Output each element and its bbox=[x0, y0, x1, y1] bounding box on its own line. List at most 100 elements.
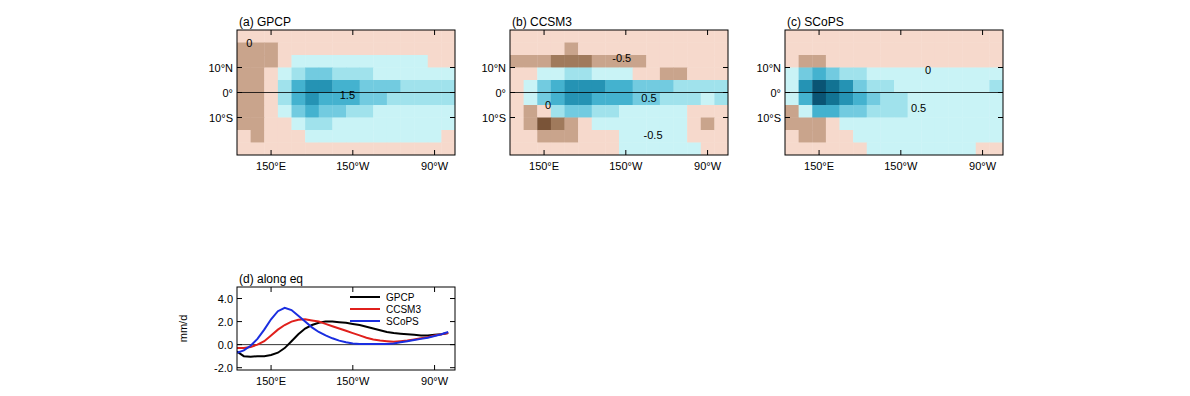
x-tick bbox=[982, 150, 983, 155]
cell bbox=[510, 93, 524, 106]
cell bbox=[976, 118, 990, 131]
cell bbox=[894, 93, 908, 106]
cell bbox=[840, 30, 854, 43]
cell bbox=[401, 43, 415, 56]
y-tick-label: 4.0 bbox=[218, 293, 233, 305]
y-tick bbox=[237, 67, 242, 68]
y-tick bbox=[510, 67, 515, 68]
cell bbox=[687, 43, 701, 56]
cell bbox=[441, 143, 455, 156]
x-tick bbox=[434, 287, 435, 292]
cell bbox=[428, 105, 442, 118]
cell bbox=[714, 55, 728, 68]
cell bbox=[401, 143, 415, 156]
cell bbox=[619, 30, 633, 43]
y-tick bbox=[510, 117, 515, 118]
cell bbox=[619, 93, 633, 106]
cell bbox=[687, 55, 701, 68]
cell bbox=[812, 118, 826, 131]
y-tick bbox=[237, 367, 242, 368]
cell bbox=[332, 55, 346, 68]
y-tick-label: -2.0 bbox=[214, 362, 233, 374]
cell bbox=[373, 55, 387, 68]
cell bbox=[592, 143, 606, 156]
x-tick bbox=[707, 30, 708, 35]
cell bbox=[660, 68, 674, 81]
y-tick bbox=[723, 117, 728, 118]
cell bbox=[812, 93, 826, 106]
cell bbox=[674, 130, 688, 143]
cell bbox=[660, 43, 674, 56]
cell bbox=[524, 55, 538, 68]
cell bbox=[935, 118, 949, 131]
x-tick-label: 150°E bbox=[529, 160, 559, 172]
x-tick-label: 150°W bbox=[609, 160, 643, 172]
cell bbox=[935, 55, 949, 68]
cell bbox=[565, 93, 579, 106]
cell bbox=[701, 130, 715, 143]
cell bbox=[605, 93, 619, 106]
cell bbox=[826, 43, 840, 56]
cell bbox=[387, 105, 401, 118]
cell bbox=[674, 143, 688, 156]
cell bbox=[867, 93, 881, 106]
cell bbox=[714, 43, 728, 56]
cell bbox=[812, 43, 826, 56]
cell bbox=[785, 43, 799, 56]
cell bbox=[346, 143, 360, 156]
x-tick-label: 150°E bbox=[804, 160, 834, 172]
cell bbox=[799, 143, 813, 156]
cell bbox=[551, 68, 565, 81]
cell bbox=[949, 130, 963, 143]
x-tick bbox=[819, 30, 820, 35]
cell bbox=[935, 93, 949, 106]
cell bbox=[360, 30, 374, 43]
cell bbox=[826, 55, 840, 68]
cell bbox=[551, 30, 565, 43]
x-tick bbox=[625, 150, 626, 155]
cell bbox=[441, 30, 455, 43]
cell bbox=[853, 68, 867, 81]
cell bbox=[619, 130, 633, 143]
y-tick-label: 0° bbox=[495, 87, 506, 99]
cell bbox=[619, 80, 633, 93]
cell bbox=[346, 118, 360, 131]
cell bbox=[867, 80, 881, 93]
y-tick bbox=[237, 298, 242, 299]
cell bbox=[592, 80, 606, 93]
cell bbox=[701, 118, 715, 131]
x-tick bbox=[271, 365, 272, 370]
cell bbox=[346, 55, 360, 68]
cell bbox=[551, 118, 565, 131]
y-tick bbox=[998, 92, 1003, 93]
cell bbox=[976, 143, 990, 156]
cell bbox=[633, 105, 647, 118]
cell bbox=[853, 93, 867, 106]
cell bbox=[373, 143, 387, 156]
cell bbox=[524, 30, 538, 43]
cell bbox=[976, 30, 990, 43]
cell bbox=[935, 80, 949, 93]
cell bbox=[687, 143, 701, 156]
cell bbox=[674, 30, 688, 43]
cell bbox=[278, 55, 292, 68]
cell bbox=[867, 130, 881, 143]
cell bbox=[785, 93, 799, 106]
cell bbox=[565, 43, 579, 56]
cell bbox=[935, 43, 949, 56]
cell bbox=[237, 143, 251, 156]
cell bbox=[714, 118, 728, 131]
cell bbox=[414, 43, 428, 56]
x-tick-label: 90°W bbox=[421, 160, 449, 172]
cell bbox=[785, 80, 799, 93]
cell bbox=[714, 30, 728, 43]
cell bbox=[674, 105, 688, 118]
cell bbox=[346, 43, 360, 56]
cell bbox=[894, 105, 908, 118]
legend-label: CCSM3 bbox=[386, 304, 421, 315]
cell bbox=[346, 68, 360, 81]
x-tick-label: 150°E bbox=[256, 160, 286, 172]
cell bbox=[428, 30, 442, 43]
cell bbox=[880, 118, 894, 131]
cell bbox=[867, 118, 881, 131]
